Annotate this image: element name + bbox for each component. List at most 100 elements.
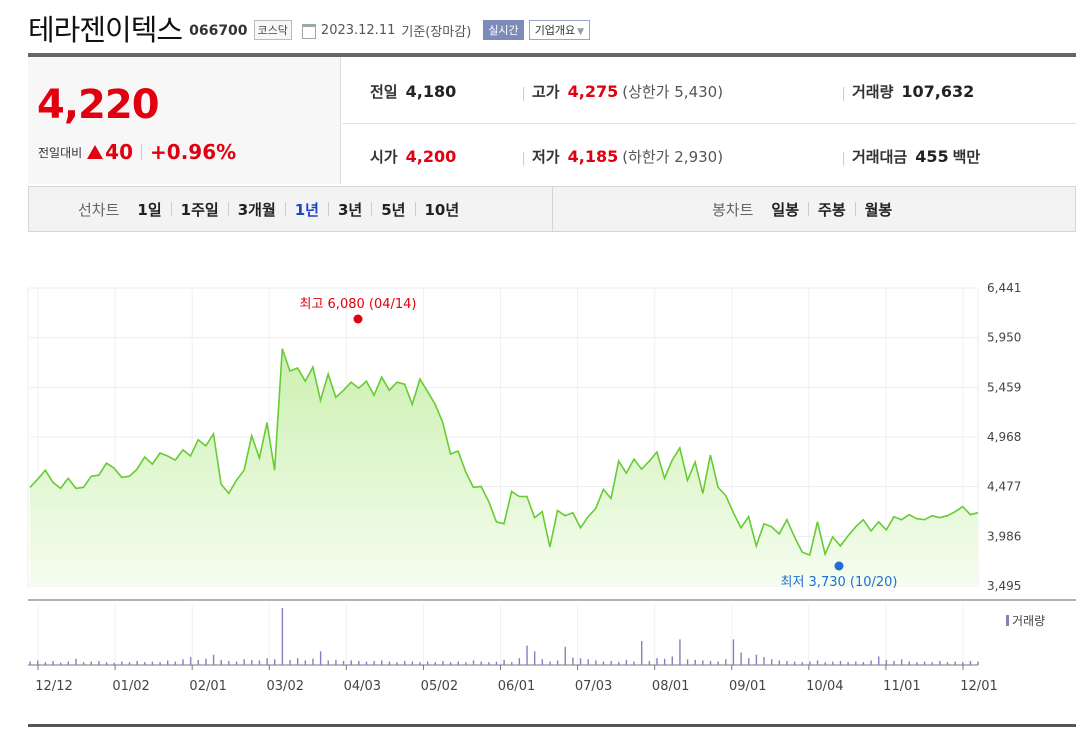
volume-bar	[839, 661, 842, 665]
volume-bar	[908, 661, 910, 665]
volume-bar	[763, 657, 765, 665]
divider	[843, 152, 844, 166]
open-label: 시가	[370, 148, 398, 166]
high-label: 고가	[532, 83, 560, 101]
volume-bar	[954, 661, 956, 665]
line-chart-periods-box	[29, 187, 553, 231]
y-tick-label: 6,441	[987, 281, 1021, 295]
open: 시가 4,200	[370, 146, 456, 167]
y-axis-ticks: 6,441 5,950 5,459 4,968 4,477 3,986 3,495	[987, 281, 1021, 593]
volume-bar	[90, 661, 92, 665]
current-price-panel: 4,220 전일대비 40 +0.96%	[28, 57, 341, 184]
volume-bar	[648, 661, 651, 665]
volume-bar	[862, 662, 865, 665]
divider	[808, 202, 810, 216]
candle-monthly[interactable]: 월봉	[864, 200, 893, 219]
divider	[170, 202, 172, 216]
volume-bar	[610, 661, 612, 665]
divider	[523, 87, 524, 101]
volume-bar	[98, 661, 100, 665]
low-annotation: 최저 3,730 (10/20)	[780, 575, 897, 590]
trade-amount-value: 455	[915, 147, 949, 166]
change-percent: +0.96%	[150, 140, 237, 164]
x-tick-label: 02/01	[189, 679, 226, 694]
volume-bar	[189, 657, 192, 665]
volume-bar	[572, 657, 574, 665]
volume-bar	[205, 658, 207, 665]
volume-bar	[327, 660, 329, 665]
volume-bar	[541, 659, 544, 665]
volume-bar	[725, 659, 727, 665]
stock-header: 테라젠이텍스 066700 코스닥 2023.12.11 기준(장마감) 실시간…	[28, 10, 591, 47]
y-tick-label: 5,950	[987, 331, 1021, 345]
high-marker	[353, 314, 363, 324]
trade-amount-label: 거래대금	[852, 148, 908, 166]
divider	[227, 202, 229, 216]
volume-bar	[832, 661, 834, 665]
volume-bar	[526, 645, 528, 665]
volume-bar	[809, 661, 811, 665]
low: 저가 4,185 (하한가 2,930)	[532, 146, 723, 167]
volume-bar	[396, 662, 398, 665]
volume-bar	[931, 662, 933, 665]
period-1y[interactable]: 1년	[294, 200, 319, 219]
divider	[284, 202, 286, 216]
period-5y[interactable]: 5년	[381, 200, 406, 219]
period-3y[interactable]: 3년	[338, 200, 363, 219]
trade-amount-unit: 백만	[952, 148, 981, 166]
x-tick-label: 04/03	[344, 679, 381, 694]
volume-bar	[656, 658, 658, 665]
realtime-button[interactable]: 실시간	[483, 20, 524, 40]
volume-bar	[335, 659, 337, 665]
market-badge: 코스닥	[253, 20, 292, 40]
volume-bar	[801, 662, 803, 665]
volume-bar	[319, 651, 322, 665]
change-label: 전일대비	[38, 145, 83, 160]
period-1d[interactable]: 1일	[137, 200, 162, 219]
volume-bar	[923, 661, 926, 665]
divider	[342, 123, 1076, 124]
volume-bar	[847, 662, 849, 665]
quote-details: 전일 4,180 고가 4,275 (상한가 5,430) 거래량 107,63…	[342, 57, 1076, 184]
x-tick-label: 06/01	[498, 679, 535, 694]
chevron-down-icon: ▼	[577, 27, 585, 37]
y-tick-label: 3,495	[987, 579, 1021, 593]
company-info-dropdown[interactable]: 기업개요 ▼	[528, 20, 591, 40]
volume-bar	[457, 661, 459, 665]
high-annotation: 최고 6,080 (04/14)	[299, 297, 416, 312]
volume-bar	[579, 658, 582, 665]
volume-bar	[633, 661, 635, 665]
volume-bar	[419, 662, 421, 665]
period-1w[interactable]: 1주일	[180, 200, 219, 219]
trade-amount: 거래대금 455 백만	[852, 146, 980, 167]
volume-label: 거래량	[852, 83, 894, 101]
volume-bar	[144, 662, 146, 665]
y-tick-label: 4,968	[987, 430, 1021, 444]
volume-bar	[151, 661, 154, 665]
upper-limit-label: 상한가	[628, 83, 670, 101]
candle-daily[interactable]: 일봉	[771, 200, 800, 219]
volume-bar	[686, 659, 689, 665]
volume-bar	[37, 660, 39, 665]
volume-bar	[893, 661, 895, 665]
volume-bar	[663, 658, 666, 665]
price-change: 전일대비 40 +0.96%	[38, 140, 236, 164]
volume-bar	[824, 662, 826, 665]
volume-bar	[167, 660, 169, 665]
open-value: 4,200	[405, 147, 457, 166]
calendar-icon	[301, 23, 316, 39]
volume-bar	[266, 658, 268, 665]
company-info-label: 기업개요	[534, 24, 576, 37]
volume-bar	[748, 658, 750, 665]
price-line	[29, 348, 979, 557]
prev-close-label: 전일	[370, 83, 398, 101]
period-3m[interactable]: 3개월	[237, 200, 276, 219]
period-10y[interactable]: 10년	[424, 200, 460, 219]
volume-legend-swatch	[1006, 615, 1009, 626]
volume-bar	[702, 660, 704, 665]
divider	[523, 152, 524, 166]
volume-bar	[618, 662, 620, 665]
candle-weekly[interactable]: 주봉	[818, 200, 846, 219]
volume-value: 107,632	[901, 82, 975, 101]
divider	[414, 202, 416, 216]
